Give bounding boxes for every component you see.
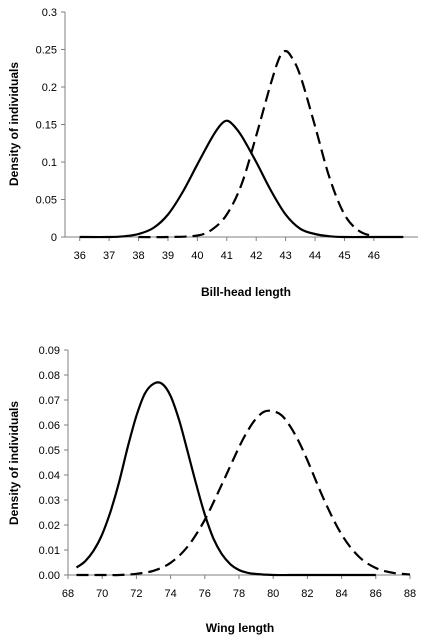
x-tick-label: 42 — [250, 250, 262, 262]
y-tick-label: 0.03 — [39, 495, 60, 507]
y-tick-label: 0.06 — [39, 420, 60, 432]
x-tick-label: 80 — [267, 588, 279, 600]
x-tick-label: 68 — [62, 588, 74, 600]
dashed-density-curve — [76, 409, 411, 577]
x-axis-title: Wing length — [206, 621, 275, 635]
wing-length-chart: 0.00 0.01 0.02 0.03 0.04 0.05 0.06 0.07 0.08 0.09… — [0, 320, 424, 639]
x-tick-label: 72 — [130, 588, 142, 600]
bill-head-length-plot: 0 0.05 0.1 0.15 0.2 0.25 0.3 36 37 38 39 40 41 42 43 44… — [7, 7, 418, 299]
y-tick-label: 0.04 — [39, 470, 60, 482]
bill-head-length-chart: 0 0.05 0.1 0.15 0.2 0.25 0.3 36 37 38 39 40 41 42 43 44… — [0, 0, 424, 312]
y-tick-label: 0.3 — [42, 7, 57, 19]
y-tick-label: 0.07 — [39, 395, 60, 407]
y-tick-label: 0.05 — [39, 445, 60, 457]
y-tick-label: 0.15 — [36, 120, 57, 132]
x-tick-label: 39 — [162, 250, 174, 262]
x-tick-label: 88 — [404, 588, 416, 600]
x-tick-label: 40 — [191, 250, 203, 262]
density-curves — [75, 381, 411, 577]
y-tick-label: 0.1 — [42, 157, 57, 169]
solid-density-curve — [75, 381, 376, 577]
x-tick-label: 74 — [164, 588, 176, 600]
density-curves — [79, 49, 404, 239]
y-axis-title: Density of individuals — [7, 401, 21, 525]
x-tick-label: 84 — [335, 588, 347, 600]
y-tick-label: 0.00 — [39, 570, 60, 582]
x-tick-label: 86 — [370, 588, 382, 600]
wing-length-plot: 0.00 0.01 0.02 0.03 0.04 0.05 0.06 0.07 0.08 0.09… — [7, 345, 417, 635]
y-tick-label: 0.08 — [39, 370, 60, 382]
x-tick-label: 37 — [103, 250, 115, 262]
x-tick-label: 43 — [280, 250, 292, 262]
y-tick-label: 0.09 — [39, 345, 60, 357]
axis-ticks: 0 0.05 0.1 0.15 0.2 0.25 0.3 36 37 38 39 40 41 42 43 44… — [36, 7, 380, 262]
y-tick-label: 0.02 — [39, 520, 60, 532]
x-tick-label: 45 — [338, 250, 350, 262]
axis-ticks: 0.00 0.01 0.02 0.03 0.04 0.05 0.06 0.07 0.08 0.09… — [39, 345, 417, 600]
y-axis-title: Density of individuals — [7, 62, 21, 186]
x-tick-label: 44 — [309, 250, 321, 262]
y-tick-label: 0.05 — [36, 195, 57, 207]
solid-density-curve — [79, 119, 404, 239]
x-tick-label: 82 — [301, 588, 313, 600]
x-tick-label: 76 — [199, 588, 211, 600]
x-tick-label: 46 — [368, 250, 380, 262]
x-axis-title: Bill-head length — [201, 285, 291, 299]
x-tick-label: 78 — [233, 588, 245, 600]
x-tick-label: 70 — [96, 588, 108, 600]
y-tick-label: 0.25 — [36, 45, 57, 57]
x-tick-label: 41 — [221, 250, 233, 262]
y-tick-label: 0.2 — [42, 82, 57, 94]
dashed-density-curve — [138, 49, 375, 239]
y-tick-label: 0 — [51, 232, 57, 244]
x-tick-label: 38 — [132, 250, 144, 262]
x-tick-label: 36 — [74, 250, 86, 262]
y-tick-label: 0.01 — [39, 545, 60, 557]
